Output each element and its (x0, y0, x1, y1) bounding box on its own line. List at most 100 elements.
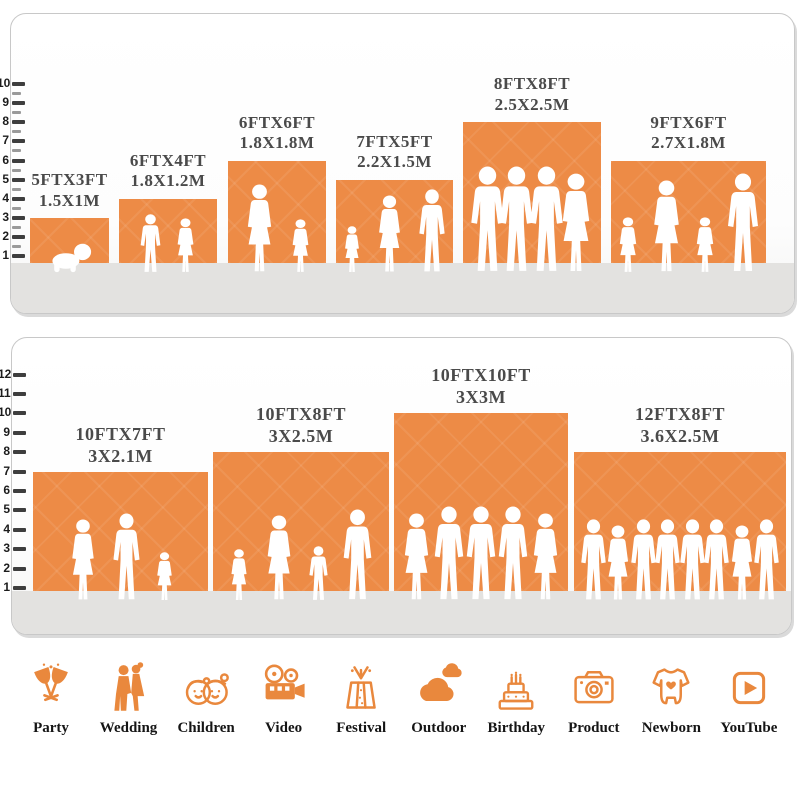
person-silhouette-boy (138, 214, 163, 273)
backdrop-bar-5ftx3ft (30, 217, 109, 263)
woman-silhouette-icon (398, 513, 435, 601)
size-m-text: 1.8X1.8M (239, 133, 315, 153)
man-silhouette-icon (110, 513, 143, 601)
wedding-icon (113, 662, 144, 711)
ruler-number: 3 (2, 209, 9, 224)
ruler-tick (12, 82, 25, 87)
woman-silhouette-icon (241, 184, 278, 273)
ruler-number: 5 (2, 171, 9, 186)
person-silhouette-baby (47, 242, 92, 273)
ruler-number: 9 (3, 424, 10, 439)
ruler-tick (13, 566, 26, 571)
backdrop-size-label: 9FTX6FT 2.7X1.8M (594, 113, 784, 154)
category-birthday: Birthday (479, 662, 553, 737)
person-silhouette-woman (241, 184, 278, 273)
category-label: YouTube (720, 720, 778, 736)
size-ft-text: 10FTX10FT (431, 365, 531, 386)
person-silhouette-boy (307, 546, 330, 601)
ruler-tick (12, 196, 25, 201)
backdrop-size-label: 6FTX6FT 1.8X1.8M (182, 113, 372, 154)
ruler-tick (13, 392, 26, 396)
backdrop-size-label: 6FTX4FT 1.8X1.2M (73, 151, 263, 192)
newborn-icon (652, 668, 690, 705)
person-silhouette-woman (398, 513, 435, 601)
category-label: Wedding (99, 720, 158, 736)
ruler-number: 6 (2, 152, 9, 167)
ruler-tick (12, 215, 25, 220)
size-ft-text: 9FTX6FT (650, 112, 727, 132)
ruler-tick (13, 372, 26, 377)
woman-silhouette-icon (373, 195, 406, 273)
size-m-text: 1.8X1.2M (130, 171, 206, 191)
ruler-tick (13, 527, 26, 532)
category-label: Birthday (487, 720, 546, 736)
ruler-number: 8 (3, 444, 10, 459)
person-silhouette-girl (288, 219, 313, 273)
size-m-text: 2.5X2.5M (494, 95, 570, 115)
girl-silhouette-icon (341, 226, 363, 273)
ruler-tick (12, 234, 25, 239)
product-icon (574, 671, 614, 704)
youtube-icon (732, 671, 766, 705)
person-silhouette-man (431, 506, 467, 601)
size-ft-text: 5FTX3FT (31, 169, 108, 189)
backdrop-size-label: 5FTX3FT 1.5X1M (0, 170, 165, 211)
person-silhouette-girl (692, 217, 718, 273)
person-silhouette-girl (227, 549, 251, 601)
size-m-text: 3X2.1M (88, 445, 153, 466)
ruler-minor-tick (12, 206, 21, 210)
ruler-number: 11 (0, 386, 11, 400)
ruler-tick (12, 254, 25, 258)
person-silhouette-girl (173, 218, 198, 273)
person-silhouette-man (495, 506, 531, 601)
size-ft-text: 12FTX8FT (634, 404, 725, 425)
ruler-number: 6 (3, 483, 10, 497)
size-ft-text: 6FTX4FT (129, 150, 207, 170)
ruler-number: 3 (3, 541, 10, 556)
ruler-number: 12 (0, 366, 12, 381)
person-silhouette-man (110, 513, 143, 601)
ruler-number: 7 (3, 463, 10, 478)
man-silhouette-icon (724, 173, 762, 273)
backdrop-size-label: 12FTX8FT 3.6X2.5M (585, 404, 775, 448)
size-m-text: 2.2X1.5M (357, 152, 432, 172)
person-silhouette-man (340, 509, 375, 601)
category-label: Product (568, 720, 620, 736)
person-silhouette-man (724, 173, 762, 273)
woman-silhouette-icon (527, 513, 564, 601)
girl-silhouette-icon (288, 219, 313, 273)
backdrop-bar-12ftx8ft (574, 452, 786, 591)
girl-silhouette-icon (692, 217, 718, 273)
girl-silhouette-icon (615, 217, 641, 273)
ruler-tick (12, 120, 25, 125)
ruler-number: 9 (2, 95, 9, 110)
man-silhouette-icon (340, 509, 375, 601)
category-newborn: Newborn (634, 662, 708, 737)
ruler-tick (13, 489, 26, 493)
woman-silhouette-icon (66, 519, 100, 601)
ruler-tick (13, 450, 26, 455)
ruler-minor-tick (12, 244, 21, 248)
category-label: Children (177, 720, 235, 736)
girl-silhouette-icon (173, 218, 198, 273)
ruler-number: 5 (3, 502, 10, 517)
man-silhouette-icon (495, 506, 531, 601)
girl-silhouette-icon (153, 552, 176, 601)
backdrop-size-label: 10FTX10FT 3X3M (386, 365, 576, 409)
size-ft-text: 7FTX5FT (356, 131, 433, 151)
backdrop-panel-2: 1 2 3 4 5 6 7 8 9 10 11 12 10FTX7FT 3X2.1M 10FTX8FT 3X2… (0, 337, 792, 635)
outdoor-icon (419, 663, 462, 701)
ruler-number: 4 (3, 521, 10, 536)
baby-silhouette-icon (47, 242, 92, 273)
ruler-tick (13, 586, 26, 590)
ruler-number: 1 (3, 580, 10, 594)
woman-silhouette-icon (555, 173, 597, 273)
ruler-number: 10 (0, 405, 12, 420)
category-label: Newborn (641, 720, 701, 736)
size-ft-text: 10FTX8FT (255, 404, 346, 425)
ruler-tick (13, 469, 26, 474)
category-children: Children (169, 662, 243, 737)
ruler-minor-tick (12, 168, 21, 172)
size-m-text: 2.7X1.8M (651, 133, 726, 153)
children-icon (185, 673, 230, 705)
